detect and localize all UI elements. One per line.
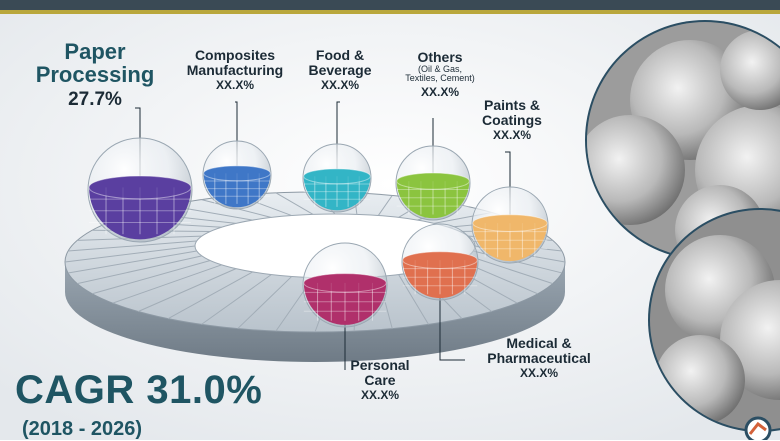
medical-line1: Medical & <box>506 335 572 351</box>
bowl-food-beverage <box>302 143 372 213</box>
bowl-composites-manufacturing <box>202 140 272 210</box>
header-band <box>0 0 780 10</box>
label-food-beverage: Food & Beverage XX.X% <box>295 48 385 92</box>
paper-value: 27.7% <box>68 89 122 111</box>
food-value: XX.X% <box>320 78 359 93</box>
paper-line1: Paper <box>64 39 126 64</box>
bowl-others <box>395 145 471 221</box>
label-personal-care: Personal Care XX.X% <box>345 358 415 402</box>
label-composites: Composites Manufacturing XX.X% <box>180 48 290 92</box>
others-value: XX.X% <box>420 84 459 99</box>
medical-value: XX.X% <box>519 366 558 381</box>
crystal-photo-bottom <box>648 208 780 432</box>
label-paper-processing: Paper Processing 27.7% <box>20 40 170 111</box>
others-sub2: Textiles, Cement) <box>405 73 475 84</box>
header-line <box>0 10 780 14</box>
paper-line2: Processing <box>35 62 155 88</box>
composites-value: XX.X% <box>215 78 254 93</box>
paints-value: XX.X% <box>492 128 531 143</box>
personal-value: XX.X% <box>360 388 399 403</box>
label-paints-coatings: Paints & Coatings XX.X% <box>462 98 562 142</box>
bowl-paints-coatings <box>471 186 549 264</box>
brand-logo <box>744 416 772 440</box>
food-line2: Beverage <box>308 61 372 78</box>
leader-line <box>439 273 465 361</box>
bowl-paper-processing <box>87 137 193 243</box>
label-others: Others (Oil & Gas, Textiles, Cement) XX.… <box>385 50 495 98</box>
bowl-medical-pharmaceutical <box>401 223 479 301</box>
label-medical-pharma: Medical & Pharmaceutical XX.X% <box>474 336 604 380</box>
food-line1: Food & <box>315 47 365 63</box>
paints-line1: Paints & <box>483 97 540 113</box>
cagr-years: (2018 - 2026) <box>22 418 143 440</box>
personal-line1: Personal <box>350 357 410 373</box>
others-sub1: (Oil & Gas, <box>417 63 462 74</box>
segment-bowls <box>87 137 549 328</box>
paints-line2: Coatings <box>482 111 542 128</box>
medical-line2: Pharmaceutical <box>487 349 591 366</box>
others-line1: Others <box>417 49 463 65</box>
composites-line1: Composites <box>194 47 276 63</box>
bowl-personal-care <box>302 242 388 328</box>
personal-line2: Care <box>364 371 396 388</box>
cagr-text: CAGR 31.0% <box>15 368 263 412</box>
composites-line2: Manufacturing <box>186 61 284 78</box>
